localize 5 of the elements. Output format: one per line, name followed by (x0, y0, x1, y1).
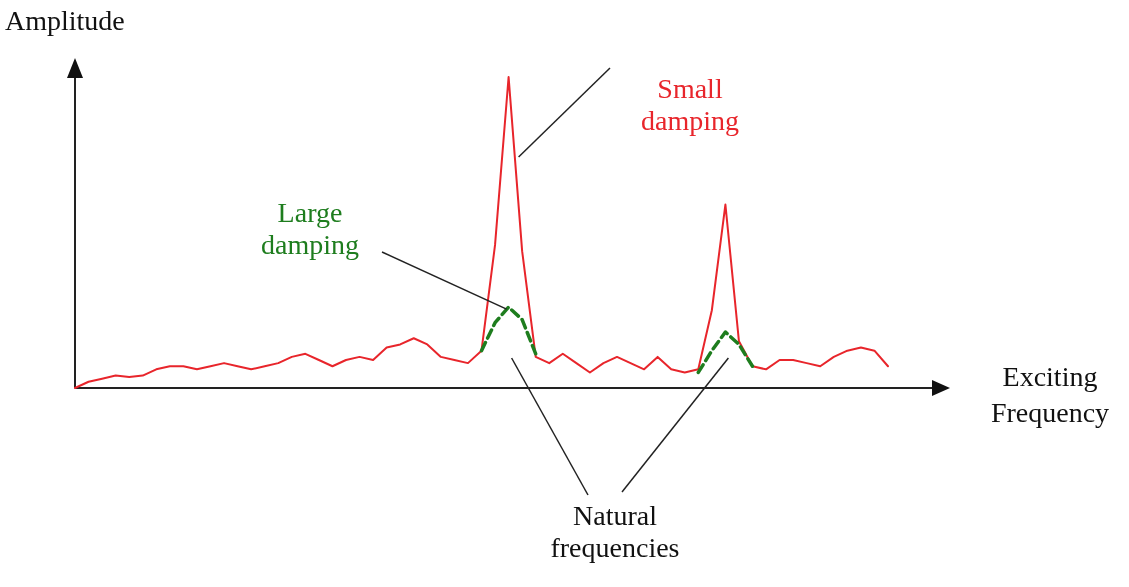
x-axis-title: Exciting Frequency (990, 361, 1110, 428)
y-axis-title: Amplitude (5, 5, 125, 36)
text: Large damping (261, 197, 359, 260)
text: Natural frequencies (550, 500, 680, 563)
text: Small damping (641, 73, 739, 136)
